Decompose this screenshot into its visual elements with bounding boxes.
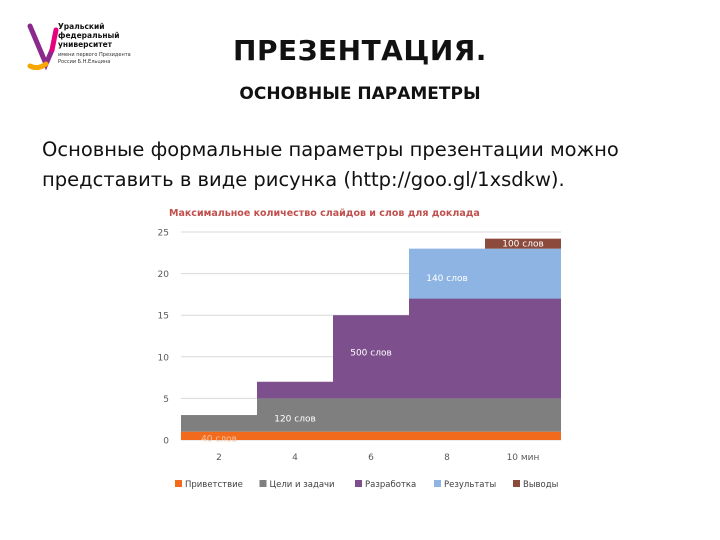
bar-segment (485, 238, 561, 249)
body-line: представить в виде рисунка (http://goo.g… (42, 168, 565, 191)
data-label: 40 слов (201, 434, 237, 444)
legend-swatch (259, 480, 267, 487)
logo-name: Уральский федеральный университет (58, 22, 120, 49)
data-label: 140 слов (426, 274, 468, 284)
legend-swatch (434, 480, 441, 487)
x-tick-label: 4 (292, 453, 298, 463)
bar-segment (257, 398, 333, 432)
logo-subtitle: имени первого Президента России Б.Н.Ельц… (58, 52, 131, 65)
y-tick-label: 5 (163, 395, 169, 405)
bar-segment (333, 431, 409, 440)
slide-body-text: Основные формальные параметры презентаци… (42, 135, 702, 195)
body-line: Основные формальные параметры презентаци… (42, 138, 619, 161)
bar-segment (409, 298, 485, 399)
data-label: 120 слов (274, 414, 316, 424)
x-tick-label: 6 (368, 453, 374, 463)
logo-line: Уральский (58, 22, 105, 31)
legend-entry: Результаты (444, 480, 496, 490)
bar-segment (409, 248, 485, 299)
bar-segment (257, 381, 333, 399)
chart-title: Максимальное количество слайдов и слов д… (169, 208, 480, 219)
x-tick-label: 2 (216, 453, 222, 463)
bar-segment (485, 398, 561, 432)
bar-segment (485, 248, 561, 299)
legend-entry: Разработка (365, 480, 416, 490)
x-tick-label: 8 (444, 453, 450, 463)
y-tick-label: 0 (163, 437, 169, 447)
bar-segment (333, 398, 409, 432)
legend-swatch (513, 480, 520, 487)
x-tick-label: 10 мин (507, 453, 540, 463)
bar-segment (257, 431, 333, 440)
bar-segment (409, 431, 485, 440)
y-tick-label: 25 (158, 229, 169, 239)
slide-subtitle: ОСНОВНЫЕ ПАРАМЕТРЫ (239, 84, 481, 104)
y-tick-label: 20 (158, 270, 170, 280)
bar-segment (181, 415, 257, 432)
ural-university-logo-icon (27, 23, 59, 71)
data-label: 500 слов (350, 349, 392, 359)
legend-swatch (175, 480, 182, 487)
stacked-bar-chart: Максимальное количество слайдов и слов д… (145, 196, 577, 504)
bar-segment (409, 398, 485, 432)
legend-entry: Выводы (523, 480, 558, 490)
y-tick-label: 10 (158, 353, 170, 363)
logo-line: федеральный (58, 31, 120, 40)
bar-segment (181, 431, 257, 440)
legend-swatch (355, 480, 362, 487)
slide-title: ПРЕЗЕНТАЦИЯ. (233, 34, 487, 67)
data-label: 100 слов (502, 240, 544, 250)
bar-segment (333, 315, 409, 399)
legend-entry: Цели и задачи (270, 480, 335, 490)
logo-line: университет (58, 40, 113, 49)
legend-entry: Приветствие (185, 480, 243, 490)
bar-segment (485, 431, 561, 440)
bar-segment (485, 298, 561, 399)
y-tick-label: 15 (158, 312, 169, 322)
